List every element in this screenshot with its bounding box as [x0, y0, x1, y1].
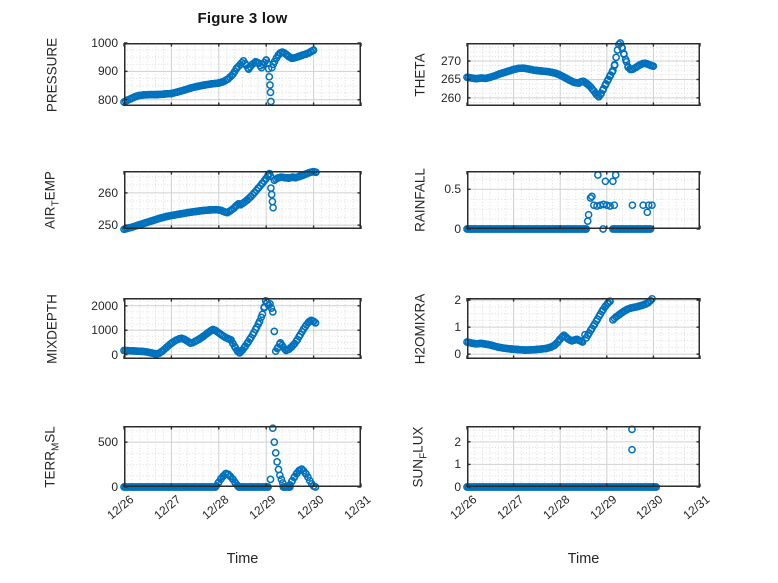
scatter-markers-pressure [120, 46, 318, 106]
axis-box [124, 298, 361, 359]
xlabel-left-column: Time [226, 551, 259, 567]
ylabel-mixdepth: MIXDEPTH [44, 293, 60, 364]
ytick-label-terr-msl: 0 [111, 480, 118, 494]
minor-grid [467, 426, 700, 487]
plot-area-theta [463, 39, 701, 106]
ytick-label-pressure: 900 [97, 64, 118, 79]
ytick-label-pressure: 800 [97, 92, 118, 107]
minor-grid [467, 171, 700, 229]
scatter-markers-h2omixra [463, 294, 656, 354]
ylabel-pressure: PRESSURE [44, 37, 60, 112]
major-grid [467, 171, 700, 229]
ytick-label-mixdepth: 1000 [91, 323, 118, 338]
scatter-markers-terr-msl [120, 424, 320, 491]
ytick-label-sun-flux: 2 [454, 434, 461, 449]
plot-area-terr-msl [120, 424, 362, 491]
axis-box [124, 426, 361, 487]
ytick-label-theta: 265 [440, 72, 461, 87]
plot-area-h2omixra [463, 294, 701, 359]
ytick-label-h2omixra: 2 [454, 293, 461, 308]
major-grid [467, 426, 700, 487]
tick-marks [123, 42, 362, 106]
ylabel-sun-flux: SUNFLUX [410, 426, 430, 487]
scatter-markers-air-temp [120, 167, 320, 234]
figure-title: Figure 3 low [197, 10, 288, 27]
ytick-label-sun-flux: 0 [454, 480, 461, 494]
plot-area-rainfall [463, 171, 701, 233]
ytick-label-mixdepth: 2000 [91, 298, 118, 313]
plot-area-air-temp [120, 167, 362, 234]
tick-marks [466, 171, 701, 230]
plot-area-pressure [120, 42, 362, 106]
tick-marks [123, 298, 362, 359]
axis-box [467, 426, 700, 487]
ylabel-air-temp: AIRTEMP [42, 171, 62, 229]
minor-grid [124, 298, 361, 359]
tick-marks [466, 298, 701, 359]
ytick-label-pressure: 1000 [91, 36, 118, 50]
scatter-markers-theta [463, 39, 658, 101]
scatter-markers-mixdepth [120, 297, 320, 358]
axis-box [467, 171, 700, 229]
ytick-label-sun-flux: 1 [454, 457, 461, 472]
axis-box [124, 43, 361, 106]
tick-marks [123, 171, 362, 229]
ytick-label-air-temp: 250 [97, 218, 118, 233]
ytick-label-rainfall: 0.5 [444, 182, 461, 197]
ylabel-h2omixra: H2OMIXRA [412, 293, 428, 364]
minor-grid [467, 298, 700, 359]
major-grid [124, 426, 361, 487]
minor-grid [124, 426, 361, 487]
ytick-label-theta: 260 [440, 90, 461, 105]
ytick-label-rainfall: 0 [454, 222, 461, 236]
plot-area-sun-flux [463, 425, 701, 491]
plot-area-mixdepth [120, 297, 362, 359]
ylabel-terr-msl: TERRMSL [42, 425, 62, 488]
ytick-label-h2omixra: 1 [454, 320, 461, 335]
ytick-label-mixdepth: 0 [111, 347, 118, 362]
tick-marks [466, 426, 701, 488]
tick-marks [466, 43, 701, 106]
scatter-markers-rainfall [463, 171, 656, 233]
ytick-label-theta: 270 [440, 54, 461, 69]
axis-box [467, 43, 700, 106]
tick-marks [123, 426, 362, 488]
xlabel-right-column: Time [567, 551, 600, 567]
ytick-label-terr-msl: 500 [97, 435, 118, 450]
major-grid [467, 298, 700, 359]
ytick-label-air-temp: 260 [97, 185, 118, 200]
ylabel-theta: THETA [412, 52, 428, 97]
axis-box [124, 171, 361, 229]
axis-box [467, 298, 700, 359]
ylabel-rainfall: RAINFALL [412, 168, 428, 232]
ytick-label-h2omixra: 0 [454, 347, 461, 362]
